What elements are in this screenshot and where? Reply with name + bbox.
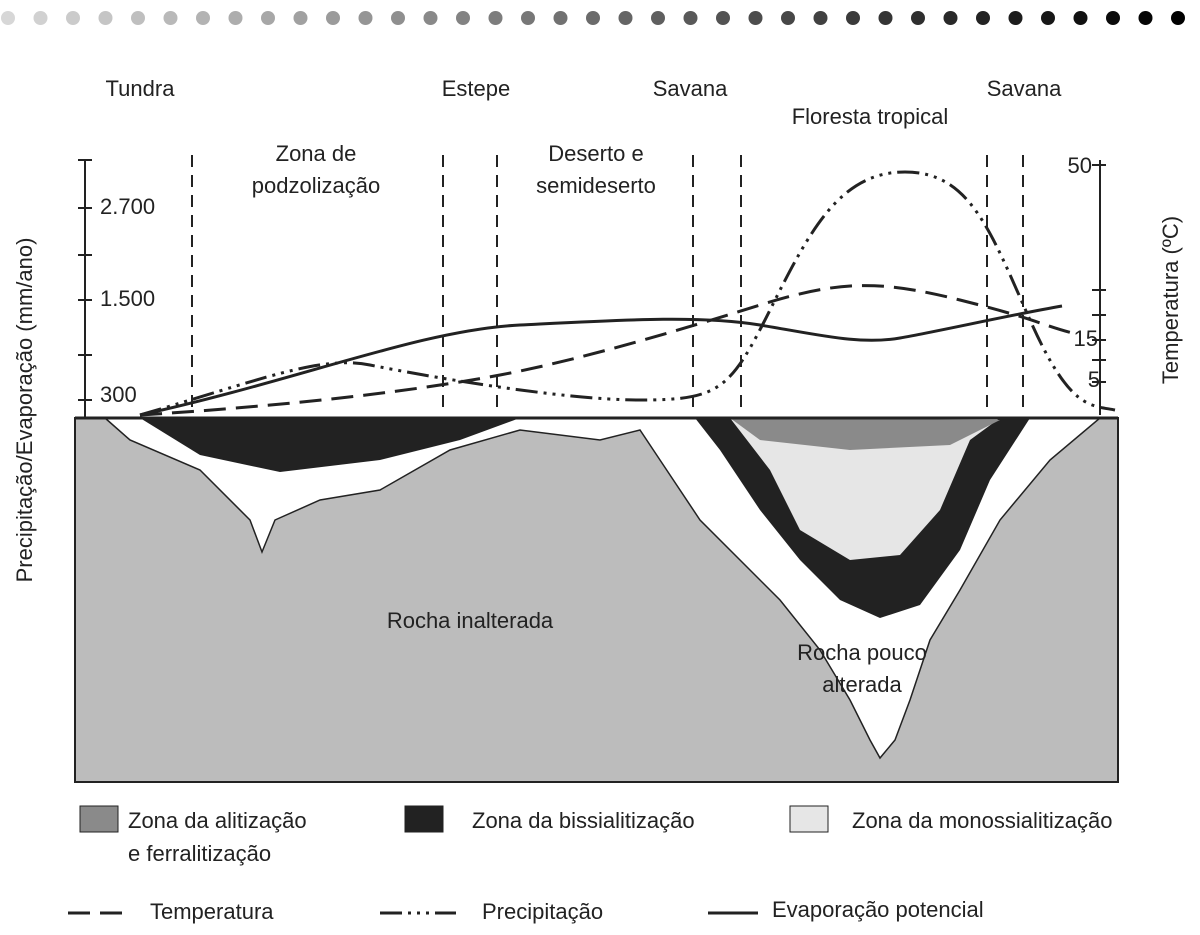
left-tick-label: 1.500 [100,286,155,311]
dot [976,11,990,25]
right-tick-label: 15 [1074,326,1098,351]
dot [163,11,178,25]
dot [261,11,275,25]
bissialitization-left [140,418,520,472]
dot [1138,11,1153,25]
legend-label: Evaporação potencial [772,897,984,922]
dot [553,11,568,25]
dot [1073,11,1088,25]
dot [716,11,730,25]
legend-label: Precipitação [482,899,603,924]
dot [683,11,698,25]
dot [98,11,113,25]
legend-swatch [789,805,829,833]
dot [878,11,893,25]
dot [196,11,210,25]
dot [423,11,438,25]
region-label: alterada [822,672,902,697]
biome-label: Savana [653,76,728,101]
precipitation-curve [139,170,1116,417]
legend-swatch [79,805,119,833]
zone-dividers [191,155,1024,410]
dot [1171,11,1185,25]
biome-label: Estepe [442,76,511,101]
dot [586,11,600,25]
legend-swatch [404,805,444,833]
dot [1041,11,1055,25]
legend-label: Zona da bissialitização [472,808,695,833]
dot [1008,11,1023,25]
ticks [78,159,1106,401]
left-axis-label: Precipitação/Evaporação (mm/ano) [12,238,37,583]
evaporation-curve [139,304,1063,417]
left-tick-label: 2.700 [100,194,155,219]
dot [131,11,145,25]
dot [488,11,503,25]
dot [943,11,958,25]
region-label: Rocha pouco [797,640,927,665]
dot [618,11,633,25]
dot [228,11,243,25]
dot [813,11,828,25]
dot [391,11,405,25]
zone-label: Zona de [276,141,357,166]
right-tick-label: 5 [1088,367,1100,392]
zone-label: semideserto [536,173,656,198]
dot [748,11,763,25]
dot [781,11,795,25]
dot [66,11,80,25]
zone-label: Deserto e [548,141,643,166]
region-label: Rocha inalterada [387,608,554,633]
biome-label: Tundra [106,76,176,101]
legend-label: Zona da monossialitização [852,808,1112,833]
dot [1106,11,1120,25]
dot [1,11,15,25]
dot [846,11,860,25]
temperature-curve [139,284,1081,417]
alitization [730,418,1000,450]
dot [521,11,535,25]
biome-label: Floresta tropical [792,104,949,129]
right-axis-label: Temperatura (ºC) [1158,216,1183,384]
zone-label: podzolização [252,173,380,198]
monossialitization [730,418,1000,560]
dot-row [1,11,1185,25]
dot [911,11,925,25]
dot [358,11,373,25]
legend-label: e ferralitização [128,841,271,866]
right-tick-label: 50 [1068,153,1092,178]
dot [293,11,308,25]
dot [33,11,48,25]
legend-label: Temperatura [150,899,274,924]
dot [326,11,340,25]
dot [456,11,470,25]
legend-label: Zona da alitização [128,808,307,833]
biome-label: Savana [987,76,1062,101]
left-tick-label: 300 [100,382,137,407]
dot [651,11,665,25]
